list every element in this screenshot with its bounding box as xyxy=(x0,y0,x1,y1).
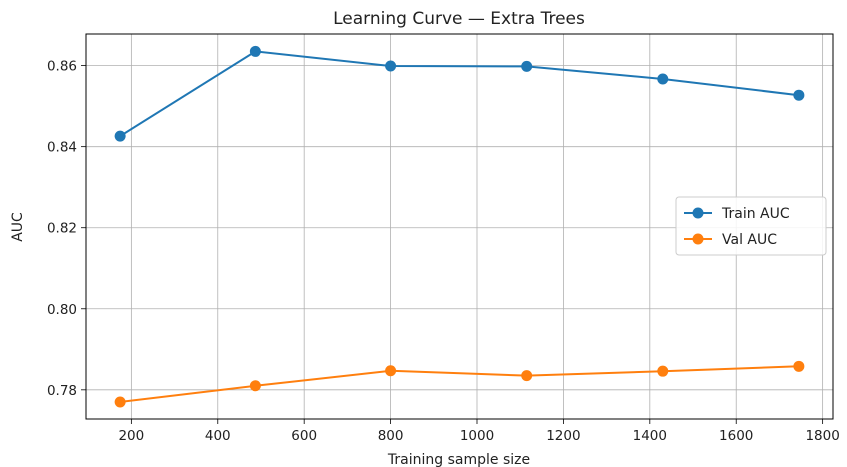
legend-marker xyxy=(692,233,704,245)
data-point xyxy=(114,396,126,408)
data-point xyxy=(793,360,805,372)
legend: Train AUC Val AUC xyxy=(675,196,827,256)
y-tick-label: 0.78 xyxy=(47,383,77,399)
y-tick-label: 0.86 xyxy=(47,59,77,75)
data-point xyxy=(385,365,397,377)
x-tick-label: 1200 xyxy=(546,428,580,444)
x-tick-label: 1400 xyxy=(633,428,667,444)
series-line xyxy=(119,365,799,403)
x-tick-label: 800 xyxy=(378,428,404,444)
chart-title: Learning Curve — Extra Trees xyxy=(333,9,585,29)
series-line xyxy=(119,50,800,137)
legend-marker xyxy=(692,207,704,219)
x-tick-label: 1600 xyxy=(719,428,753,444)
tick-layer: 200 400 600 800 1000 1200 1400 1600 1800 0.78 0.80… xyxy=(47,59,840,444)
data-point xyxy=(114,130,126,142)
x-tick-label: 1000 xyxy=(460,428,494,444)
legend-box xyxy=(675,196,827,256)
data-point xyxy=(657,365,669,377)
x-tick-label: 1800 xyxy=(805,428,839,444)
data-point xyxy=(793,89,805,101)
data-point xyxy=(521,60,533,72)
legend-label: Val AUC xyxy=(722,232,777,248)
data-point xyxy=(521,370,533,382)
x-tick-label: 600 xyxy=(291,428,317,444)
data-point xyxy=(249,380,261,392)
y-tick-label: 0.80 xyxy=(47,302,77,318)
x-axis-label: Training sample size xyxy=(387,452,530,467)
series-0 xyxy=(114,45,805,142)
y-tick-label: 0.82 xyxy=(47,221,77,237)
y-axis-label: AUC xyxy=(10,212,26,242)
data-point xyxy=(249,45,261,57)
x-tick-label: 400 xyxy=(205,428,231,444)
y-tick-label: 0.84 xyxy=(47,140,77,156)
plot-area-frame xyxy=(85,33,834,420)
series-1 xyxy=(114,360,805,408)
series-layer xyxy=(114,45,805,408)
x-tick-label: 200 xyxy=(118,428,144,444)
data-point xyxy=(657,73,669,85)
legend-label: Train AUC xyxy=(721,206,790,222)
data-point xyxy=(385,60,397,72)
